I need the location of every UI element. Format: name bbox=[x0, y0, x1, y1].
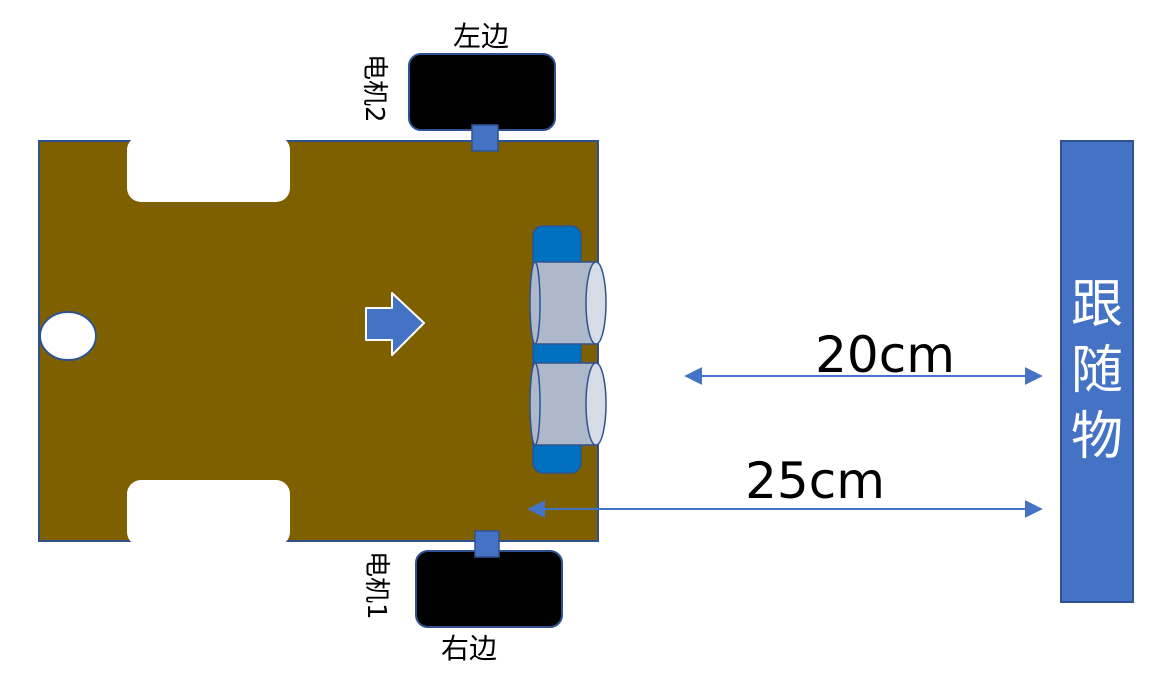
direction-arrow bbox=[365, 292, 425, 356]
distance-label-25cm: 25cm bbox=[745, 452, 885, 510]
target-label-char: 跟 bbox=[1071, 275, 1123, 335]
wheel-left bbox=[408, 53, 556, 131]
motor-2-label: 电机2 bbox=[359, 54, 389, 123]
target-label: 跟随物 bbox=[1071, 275, 1123, 467]
target-object bbox=[1060, 140, 1134, 603]
chassis-cutout-top bbox=[127, 136, 290, 202]
target-label-char: 随 bbox=[1071, 341, 1123, 401]
car-chassis bbox=[38, 140, 599, 542]
motor-1-label: 电机1 bbox=[361, 551, 391, 620]
caster-wheel bbox=[39, 311, 97, 361]
motor-connector-bottom bbox=[474, 530, 500, 558]
distance-label-20cm: 20cm bbox=[815, 326, 955, 384]
target-label-char: 物 bbox=[1071, 407, 1123, 467]
ultrasonic-transducer-top bbox=[529, 261, 607, 345]
right-side-label: 右边 bbox=[441, 632, 497, 665]
wheel-right bbox=[415, 550, 563, 628]
left-side-label: 左边 bbox=[453, 20, 509, 53]
chassis-cutout-bottom bbox=[127, 480, 290, 546]
ultrasonic-transducer-bottom bbox=[529, 362, 607, 446]
motor-connector-top bbox=[471, 124, 499, 152]
